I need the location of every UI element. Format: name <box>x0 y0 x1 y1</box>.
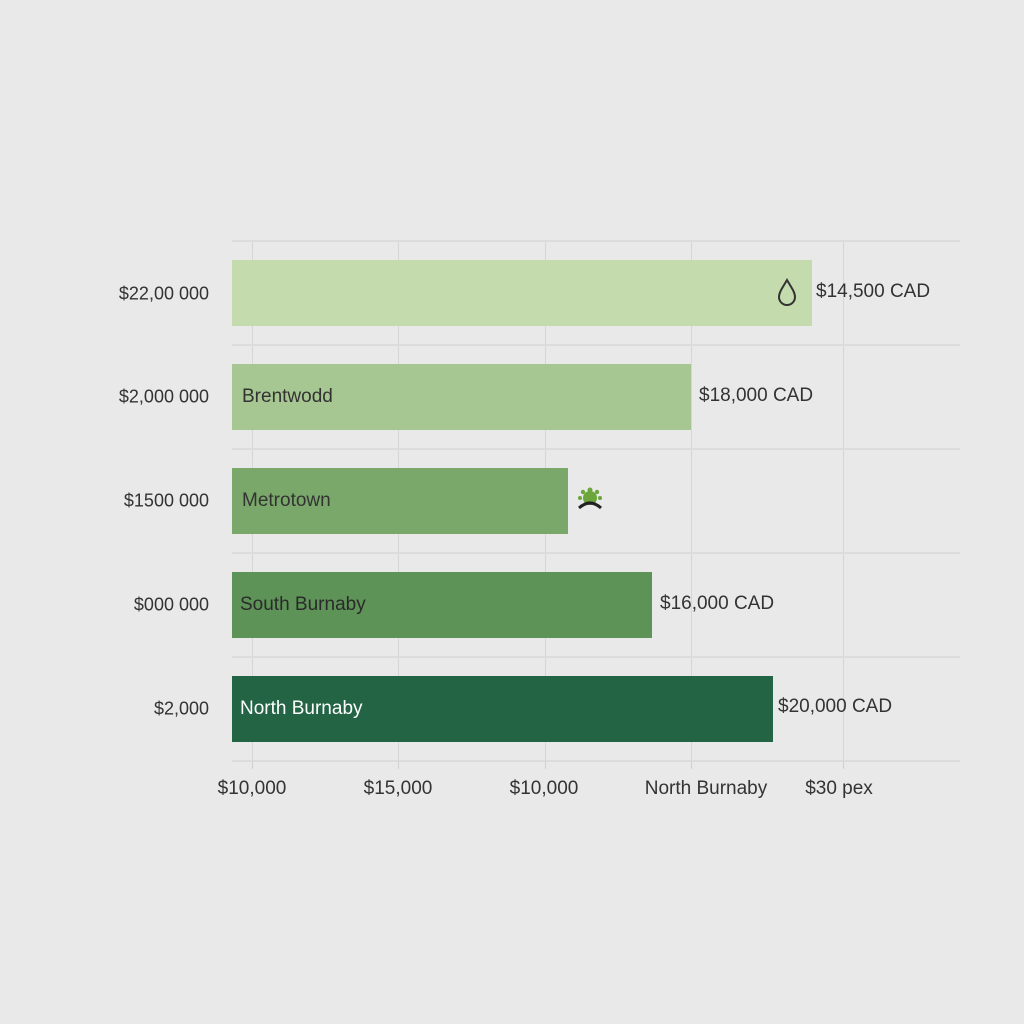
bar-brentwood[interactable]: Brentwodd <box>232 364 691 430</box>
x-axis-label: North Burnaby <box>644 778 768 799</box>
y-axis-label: $2,000 <box>153 698 209 719</box>
value-label: $20,000 CAD <box>778 696 893 717</box>
bar-north-burnaby[interactable]: North Burnaby <box>232 676 773 742</box>
y-axis-label: $2,000 000 <box>118 386 209 407</box>
gridline-horizontal <box>232 448 960 450</box>
y-axis-label: $22,00 000 <box>118 283 209 304</box>
bar-label: Metrotown <box>242 490 331 511</box>
bar-label: North Burnaby <box>240 698 363 719</box>
x-tick <box>545 761 546 769</box>
gridline-horizontal <box>232 656 960 658</box>
x-axis-line <box>232 760 960 762</box>
value-label: $14,500 CAD <box>816 281 931 302</box>
gridline-vertical <box>843 241 844 761</box>
bar-label: Brentwodd <box>242 386 333 407</box>
x-tick <box>252 761 253 769</box>
x-tick <box>691 761 692 769</box>
bar-south-burnaby[interactable]: South Burnaby <box>232 572 652 638</box>
gridline-horizontal <box>232 240 960 242</box>
x-tick <box>843 761 844 769</box>
value-label: $18,000 CAD <box>699 385 814 406</box>
bar-metrotown[interactable]: Metrotown <box>232 468 568 534</box>
y-axis-label: $1500 000 <box>123 490 209 511</box>
green-splash-icon <box>577 487 603 510</box>
gridline-horizontal <box>232 344 960 346</box>
gridline-vertical <box>691 241 692 761</box>
x-axis-label: $10,000 <box>217 778 287 799</box>
x-axis-label: $10,000 <box>509 778 579 799</box>
bar-0[interactable] <box>232 260 812 326</box>
water-drop-icon <box>777 278 797 306</box>
value-label: $16,000 CAD <box>660 593 775 614</box>
bar-label: South Burnaby <box>240 594 366 615</box>
x-tick <box>398 761 399 769</box>
y-axis-label: $000 000 <box>133 594 209 615</box>
gridline-horizontal <box>232 552 960 554</box>
x-axis-label: $15,000 <box>363 778 433 799</box>
x-axis-label: $30 pex <box>805 778 873 799</box>
